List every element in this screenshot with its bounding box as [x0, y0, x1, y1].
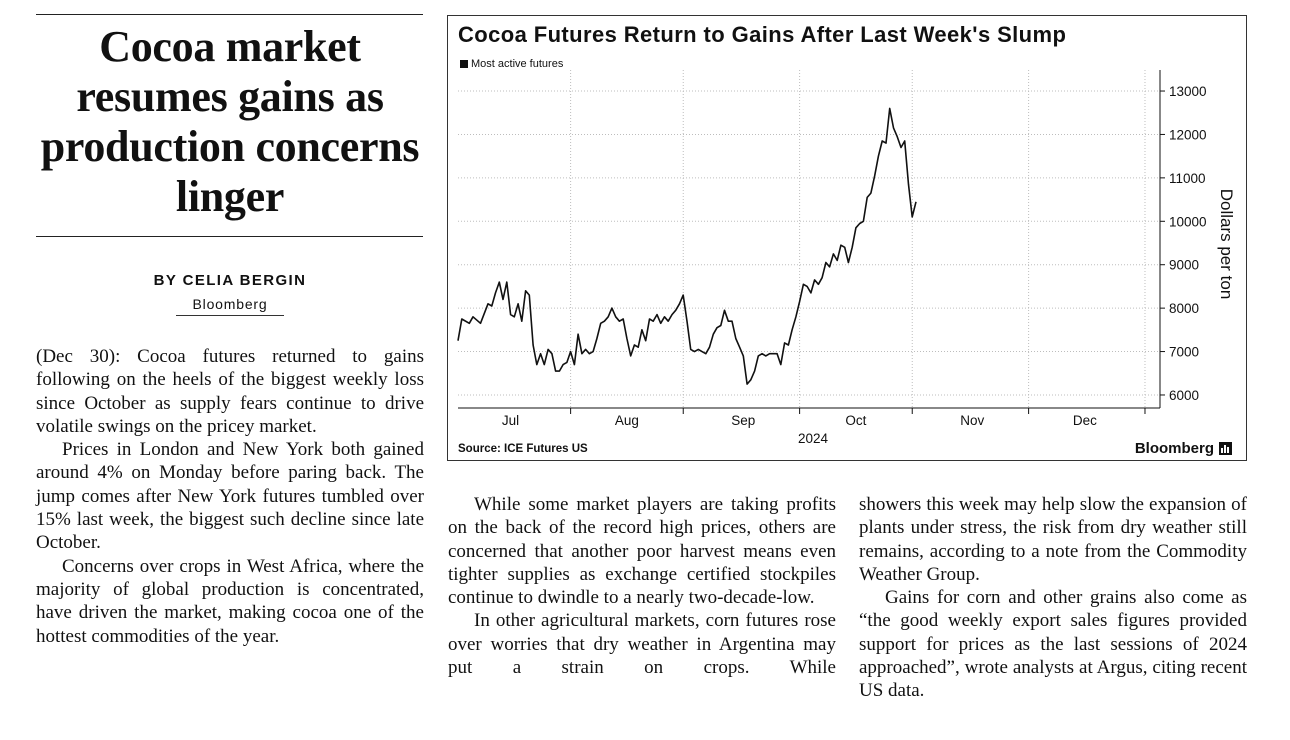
paragraph: Gains for corn and other grains also com… [859, 587, 1247, 702]
chart-plot: 6000 7000 8000 9000 10000 11000 12000 13000 Jul A… [457, 70, 1207, 446]
legend-swatch [460, 60, 468, 68]
y-tick-label: 12000 [1169, 127, 1207, 142]
paragraph-continued: showers this week may help slow the expa… [859, 494, 1247, 585]
y-tick-label: 9000 [1169, 258, 1199, 273]
bloomberg-brand: Bloomberg [1135, 440, 1232, 457]
y-tick-label: 7000 [1169, 345, 1199, 360]
source-name: Bloomberg [176, 296, 284, 316]
x-tick-label: Oct [845, 413, 866, 428]
x-tick-label: Jul [502, 413, 519, 428]
headline-bottom-rule [36, 236, 423, 237]
legend-label: Most active futures [471, 58, 564, 70]
y-tick-label: 10000 [1169, 214, 1207, 229]
paragraph: Concerns over crops in West Africa, wher… [36, 555, 424, 647]
headline-top-rule [36, 14, 423, 15]
paragraph: In other agricultural markets, corn futu… [448, 610, 836, 679]
x-tick-label: Dec [1073, 413, 1097, 428]
chart-source: Source: ICE Futures US [458, 443, 588, 455]
article-column-3: showers this week may help slow the expa… [859, 493, 1247, 703]
chart-title: Cocoa Futures Return to Gains After Last… [458, 22, 1067, 47]
y-tick-label: 6000 [1169, 388, 1199, 403]
y-axis-label: Dollars per ton [1217, 188, 1236, 300]
byline: BY CELIA BERGIN [153, 272, 307, 289]
series-line-most-active-futures [457, 107, 917, 385]
x-tick-label: Sep [731, 413, 755, 428]
chart: 6000 7000 8000 9000 10000 11000 12000 13000 Jul A… [447, 15, 1247, 461]
article-column-1: (Dec 30): Cocoa futures returned to gain… [36, 345, 424, 648]
y-tick-label: 11000 [1169, 171, 1206, 186]
x-tick-label: Nov [960, 413, 984, 428]
bloomberg-terminal-icon [1219, 442, 1232, 455]
x-axis-label: 2024 [798, 431, 829, 446]
chart-legend: Most active futures [460, 58, 563, 70]
y-tick-label: 8000 [1169, 301, 1199, 316]
x-tick-label: Aug [615, 413, 639, 428]
brand-name: Bloomberg [1134, 440, 1214, 457]
paragraph: While some market players are taking pro… [448, 494, 836, 609]
paragraph: (Dec 30): Cocoa futures returned to gain… [36, 346, 424, 437]
paragraph: Prices in London and New York both gaine… [36, 439, 424, 554]
article-column-2: While some market players are taking pro… [448, 493, 836, 679]
y-tick-label: 13000 [1169, 84, 1207, 99]
headline: Cocoa market resumes gains as production… [40, 22, 420, 221]
